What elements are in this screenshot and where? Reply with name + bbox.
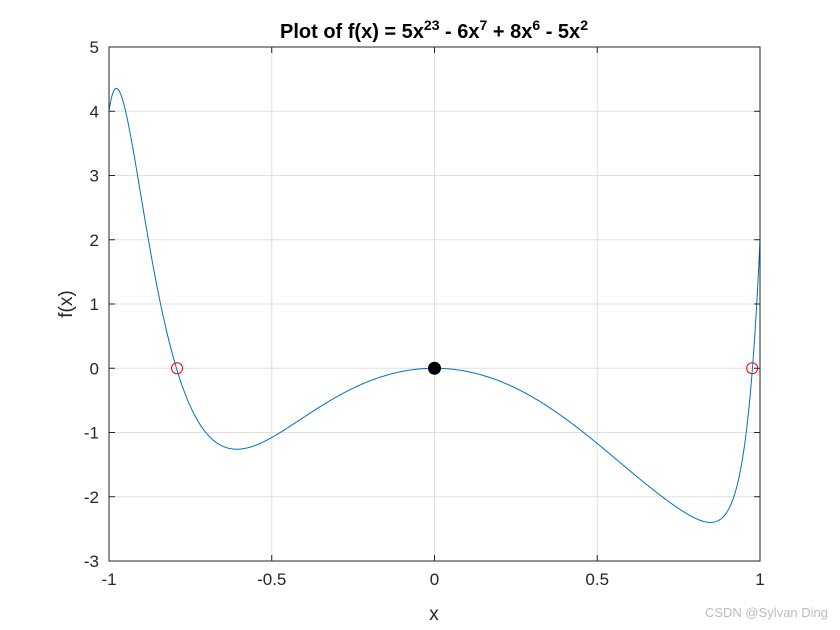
title-part-7: 2 xyxy=(580,17,588,33)
y-tick-label-5: 2 xyxy=(90,231,99,250)
title-part-4: + 8x xyxy=(487,21,532,43)
watermark: CSDN @Sylvan Ding xyxy=(705,605,828,620)
y-tick-label-1: -2 xyxy=(84,488,99,507)
x-tick-label-0: -1 xyxy=(101,570,116,589)
y-tick-label-3: 0 xyxy=(90,359,99,378)
title-part-6: - 5x xyxy=(540,21,580,43)
ticks xyxy=(108,46,761,562)
title-part-5: 6 xyxy=(532,17,540,33)
y-tick-label-8: 5 xyxy=(90,38,99,57)
x-axis-label: x xyxy=(429,604,439,625)
chart-title: Plot of f(x) = 5x23 - 6x7 + 8x6 - 5x2 xyxy=(280,17,588,43)
markers xyxy=(171,361,759,375)
root-marker-0 xyxy=(171,362,184,375)
title-part-0: Plot of f(x) = 5x xyxy=(280,21,424,43)
y-tick-label-4: 1 xyxy=(90,295,99,314)
y-tick-label-2: -1 xyxy=(84,424,99,443)
tick-labels: -1 -0.5 0 0.5 1 -3 -2 -1 0 1 2 3 4 5 xyxy=(84,38,765,589)
x-tick-label-4: 1 xyxy=(755,570,764,589)
x-tick-label-3: 0.5 xyxy=(585,570,609,589)
y-tick-label-6: 3 xyxy=(90,167,99,186)
y-tick-label-0: -3 xyxy=(84,552,99,571)
title-part-1: 23 xyxy=(424,17,440,33)
y-tick-label-7: 4 xyxy=(90,102,99,121)
y-axis-label: f(x) xyxy=(56,290,77,317)
highlight-marker-0 xyxy=(428,361,441,375)
title-part-2: - 6x xyxy=(439,21,479,43)
x-tick-label-1: -0.5 xyxy=(257,570,286,589)
grid xyxy=(109,47,760,561)
x-tick-label-2: 0 xyxy=(430,570,439,589)
title-part-3: 7 xyxy=(480,17,488,33)
